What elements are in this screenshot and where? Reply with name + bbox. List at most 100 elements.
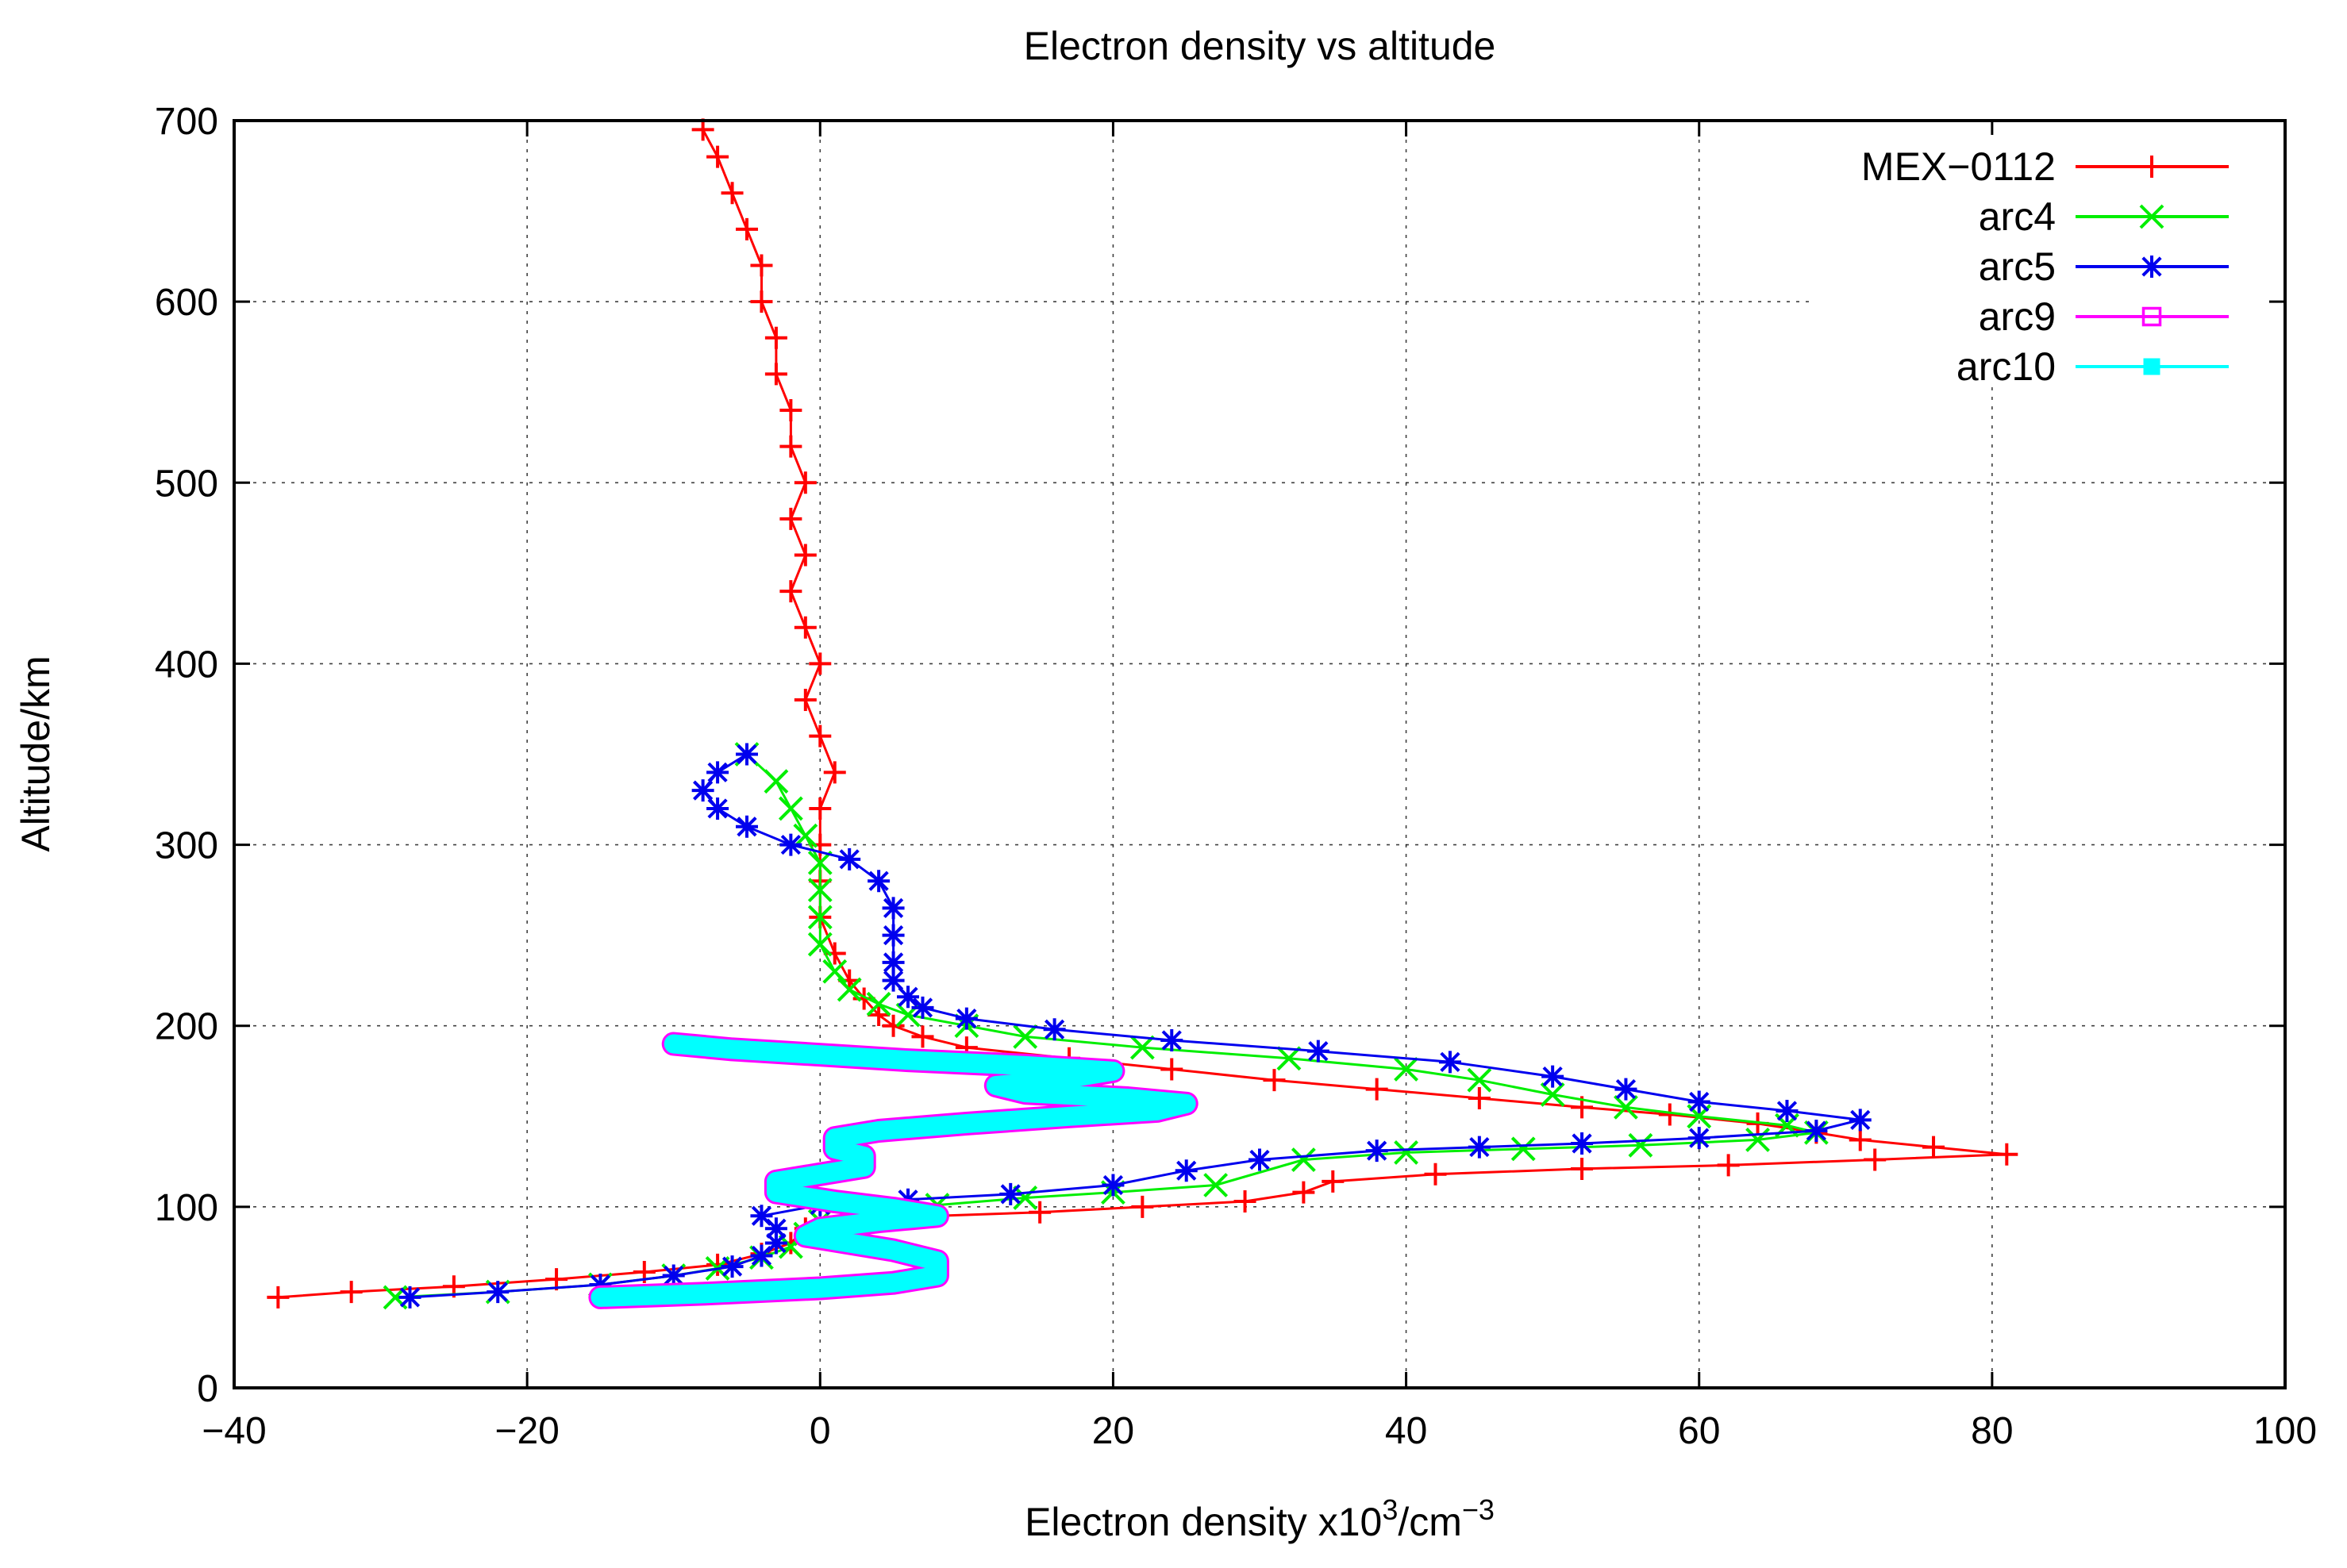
data-point [807,905,833,930]
series-arc5 [398,743,1872,1309]
y-tick-label: 100 [155,1187,218,1229]
data-point [794,471,817,494]
data-point [2141,156,2163,178]
x-axis-label: Electron density x103/cm−3 [1025,1493,1495,1544]
legend: MEX−0112 arc4 arc5 arc9 arc10 [1810,135,2262,389]
data-point [662,1264,685,1287]
data-point [1922,1136,1945,1159]
data-point [2139,204,2164,229]
data-point [838,847,861,870]
data-point [706,797,729,820]
data-point [1394,1139,1418,1165]
series-arc10 [591,1034,1196,1307]
x-tick-label: 20 [1092,1410,1134,1452]
data-point [779,580,802,603]
data-point [736,743,758,766]
data-point [706,145,729,168]
data-point [1203,1173,1229,1197]
legend-entries: MEX−0112 arc4 arc5 arc9 arc10 [1861,144,2229,389]
y-tick-label: 200 [155,1006,218,1048]
data-point [809,797,832,820]
y-axis-label: Altitude/km [13,655,58,851]
data-point [1687,1127,1710,1150]
data-point [750,290,773,313]
x-tick-label: 60 [1678,1410,1720,1452]
data-point [1160,1058,1183,1081]
y-tick-label: 700 [155,101,218,143]
data-point [807,850,833,875]
data-point [1995,1143,2018,1166]
data-point [882,897,905,920]
data-point [809,724,832,747]
series-line [591,1034,1196,1307]
data-point [2141,306,2162,327]
data-point [1468,1086,1491,1109]
x-tick-label: 100 [2253,1410,2317,1452]
data-point [1849,1128,1872,1151]
axis-ticks: −40 −20 0 20 40 60 80 100 0 100 200 300 400 500 600 700 [155,101,2317,1452]
data-point [1102,1174,1125,1197]
data-point [1365,1139,1388,1163]
data-point [1614,1094,1638,1120]
data-point [779,833,802,856]
y-tick-label: 400 [155,644,218,686]
data-point [1160,1028,1183,1051]
data-point [1687,1090,1710,1113]
legend-label: arc4 [1979,194,2056,239]
data-point [1394,1057,1418,1082]
data-point [779,507,802,530]
data-point [882,924,905,947]
data-point [794,616,817,639]
data-point [1175,1159,1198,1182]
data-point [779,399,802,422]
data-point [487,1281,510,1304]
x-tick-label: 0 [810,1410,831,1452]
data-point [1849,1109,1872,1132]
data-point [2141,256,2163,278]
data-point [398,1286,421,1309]
data-point [750,254,773,277]
data-point [706,761,729,784]
data-point [764,363,787,386]
x-axis-label-sup2: −3 [1462,1493,1495,1526]
legend-label: arc10 [1956,344,2056,389]
data-point [807,932,833,957]
data-point [1129,1035,1155,1060]
data-point [1614,1078,1637,1101]
data-point [736,217,758,240]
y-tick-label: 300 [155,825,218,867]
data-point [1233,1190,1256,1213]
data-point [1541,1065,1564,1088]
x-tick-label: −40 [202,1410,266,1452]
data-point [691,779,714,802]
x-tick-label: 80 [1971,1410,2013,1452]
x-axis-label-mid: /cm [1398,1500,1462,1544]
data-point [1438,1051,1461,1074]
data-point [2143,358,2160,375]
data-point [868,1004,891,1027]
data-point [794,544,817,567]
data-point [1467,1067,1492,1093]
data-point [999,1182,1022,1205]
data-point [1013,1186,1038,1210]
legend-background [1810,135,2262,381]
data-point [882,1014,905,1037]
legend-label: MEX−0112 [1861,144,2056,189]
data-point [1249,1148,1271,1171]
data-point [706,1253,729,1276]
data-point [1628,1132,1653,1158]
data-point [807,878,833,903]
data-point [1322,1170,1345,1193]
data-point [868,870,891,893]
x-axis-label-main: Electron density x10 [1025,1500,1382,1544]
legend-label: arc5 [1979,244,2056,289]
data-point [1013,1024,1038,1049]
data-point [1571,1132,1594,1155]
data-point [1805,1120,1828,1143]
data-point [1276,1046,1302,1071]
data-point [721,182,744,205]
data-point [1776,1099,1799,1122]
data-point [1717,1154,1740,1177]
